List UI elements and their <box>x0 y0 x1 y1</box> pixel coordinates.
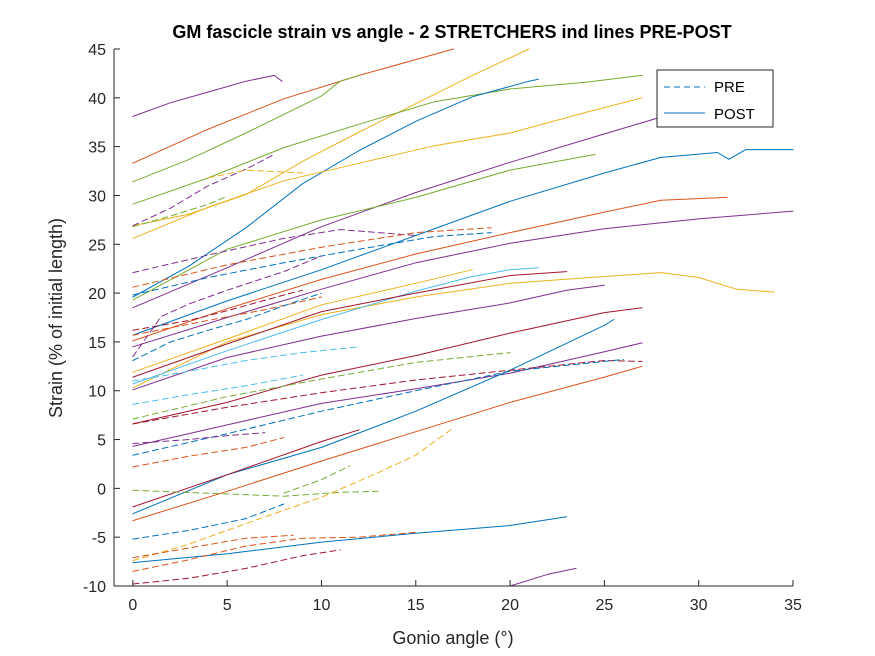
pre-series-line <box>132 503 285 540</box>
pre-series-line <box>132 255 322 358</box>
post-series-line <box>132 97 643 239</box>
chart-title: GM fascicle strain vs angle - 2 STRETCHE… <box>172 22 731 42</box>
y-tick-label: 0 <box>97 481 106 498</box>
pre-series-line <box>132 359 624 456</box>
post-series-line <box>132 342 643 447</box>
pre-series-line <box>132 153 275 227</box>
y-tick-label: 45 <box>88 42 106 59</box>
post-series-line <box>132 74 643 205</box>
y-tick-label: -10 <box>83 579 106 596</box>
post-series-line <box>132 78 539 298</box>
y-tick-label: 30 <box>88 188 106 205</box>
pre-series-line <box>132 374 304 405</box>
legend: PRE POST <box>656 69 774 128</box>
post-series-line <box>132 48 454 164</box>
pre-series-line <box>132 289 304 331</box>
x-tick-label: 25 <box>595 597 613 614</box>
post-series-line <box>132 516 568 564</box>
x-tick-label: 35 <box>784 597 802 614</box>
pre-series-line <box>132 227 492 288</box>
x-tick-label: 10 <box>313 597 331 614</box>
pre-series-line <box>132 195 228 228</box>
y-tick-label: 25 <box>88 237 106 254</box>
post-series-line <box>132 153 596 301</box>
pre-series-line <box>132 360 643 425</box>
pre-series-line <box>132 432 266 444</box>
plot-background <box>114 49 793 586</box>
y-tick-label: 40 <box>88 91 106 108</box>
pre-series-line <box>132 531 417 572</box>
legend-pre-label: PRE <box>714 79 745 96</box>
pre-series-line <box>132 352 511 420</box>
post-series-line <box>132 271 568 378</box>
post-series-line <box>132 149 794 336</box>
post-series-line <box>132 74 283 117</box>
pre-series-line <box>132 437 285 468</box>
pre-series-line <box>132 292 322 361</box>
pre-series-line <box>207 169 304 179</box>
legend-post-label: POST <box>714 106 755 123</box>
x-axis-ticks: 0 5 10 15 20 25 30 35 <box>128 580 802 614</box>
post-series-line <box>132 267 539 385</box>
pre-series-line <box>132 229 417 274</box>
post-series-line <box>132 196 728 342</box>
x-tick-label: 30 <box>690 597 708 614</box>
post-series-line <box>132 269 473 373</box>
x-axis-label: Gonio angle (°) <box>392 628 513 648</box>
pre-series-line <box>283 465 351 494</box>
y-tick-label: -5 <box>92 530 106 547</box>
post-series-line <box>509 567 577 587</box>
pre-series-line <box>132 296 322 336</box>
x-tick-label: 15 <box>407 597 425 614</box>
pre-series-line <box>132 489 379 497</box>
post-series-line <box>132 210 794 348</box>
pre-series-line <box>132 346 360 382</box>
post-series-line <box>132 365 643 522</box>
series-layer <box>132 48 794 587</box>
x-tick-label: 20 <box>501 597 519 614</box>
y-tick-label: 5 <box>97 433 106 450</box>
x-tick-label: 5 <box>223 597 232 614</box>
post-series-line <box>132 284 605 391</box>
post-series-line <box>132 74 360 183</box>
x-tick-label: 0 <box>128 597 137 614</box>
pre-series-line <box>132 534 294 559</box>
y-tick-label: 35 <box>88 140 106 157</box>
post-series-line <box>132 429 360 508</box>
post-series-line <box>132 307 643 425</box>
pre-series-line <box>132 427 454 562</box>
plot-area: 0 5 10 15 20 25 30 35 -10 -5 0 5 10 15 20 25 30 35 40 45 <box>83 42 802 614</box>
y-tick-label: 15 <box>88 335 106 352</box>
legend-box <box>656 69 774 128</box>
y-axis-label: Strain (% of initial length) <box>46 218 66 418</box>
y-tick-label: 10 <box>88 384 106 401</box>
y-tick-label: 20 <box>88 286 106 303</box>
pre-series-line <box>132 549 341 585</box>
y-axis-ticks: -10 -5 0 5 10 15 20 25 30 35 40 45 <box>83 42 120 596</box>
